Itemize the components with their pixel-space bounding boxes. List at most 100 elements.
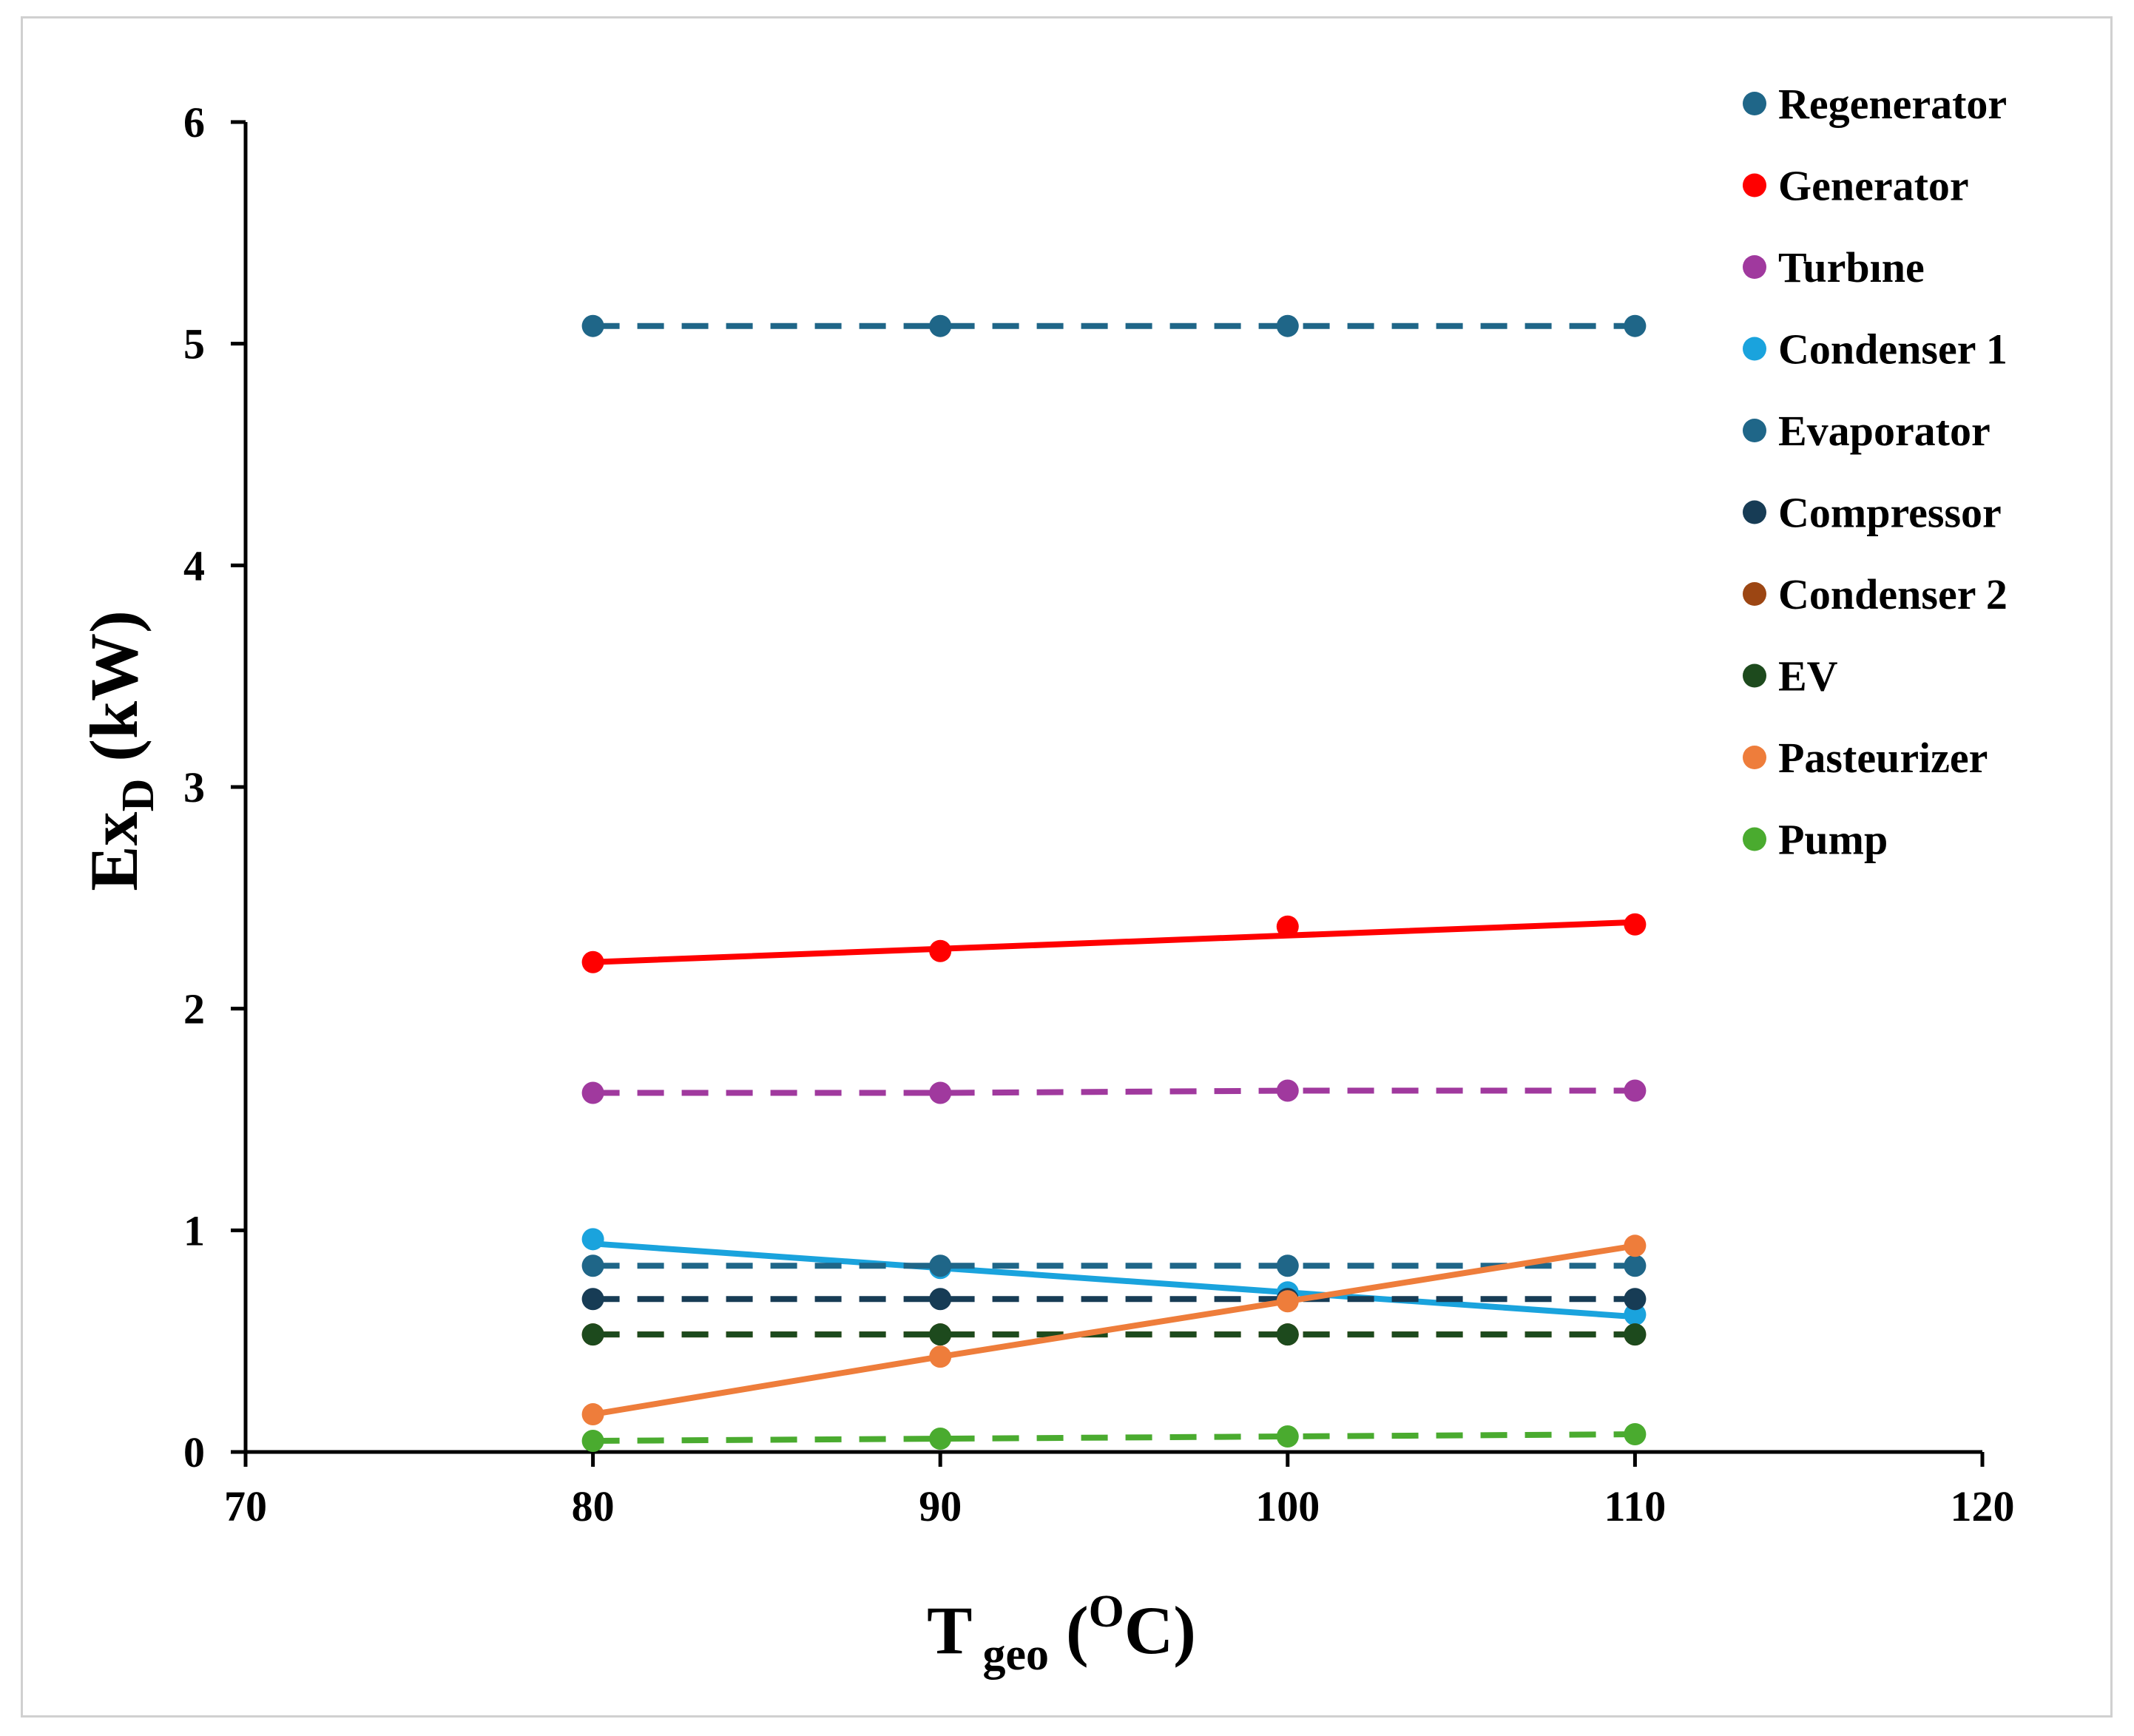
legend-item-evaporator: Evaporator	[1743, 407, 1991, 455]
legend-item-turb-ne: Turbıne	[1743, 243, 1925, 291]
legend-marker-condenser-2	[1743, 582, 1766, 606]
legend-item-compressor: Compressor	[1743, 489, 2002, 537]
series-layer	[581, 314, 1647, 1453]
data-point-regenerator	[929, 314, 952, 337]
y-tick-label: 1	[183, 1206, 205, 1254]
data-point-generator	[581, 950, 604, 973]
data-point-compressor	[1624, 1288, 1647, 1311]
x-tick-label: 70	[224, 1482, 267, 1530]
data-point-pasteurizer	[581, 1403, 604, 1426]
legend-label-condenser-2: Condenser 2	[1778, 570, 2008, 618]
x-axis-title-unit-sup: O	[1089, 1587, 1124, 1637]
data-point-ev	[1624, 1323, 1647, 1346]
y-tick-label: 2	[183, 985, 205, 1033]
legend-label-ev: EV	[1778, 652, 1838, 700]
data-point-turb-ne	[1624, 1079, 1647, 1102]
legend-label-turb-ne: Turbıne	[1778, 243, 1925, 291]
series-turb-ne	[581, 1079, 1647, 1104]
data-point-turb-ne	[581, 1081, 604, 1104]
data-point-pump	[929, 1428, 952, 1450]
legend-label-pump: Pump	[1778, 816, 1888, 864]
data-point-condenser-1	[581, 1228, 604, 1251]
data-point-condenser-1	[1624, 1303, 1647, 1326]
legend-label-condenser-1: Condenser 1	[1778, 325, 2008, 374]
x-tick-label: 110	[1604, 1482, 1666, 1530]
data-point-ev	[929, 1323, 952, 1346]
legend: Regenerator Generator Turbıne Condenser 1 Ev…	[1743, 80, 2008, 864]
legend-marker-turb-ne	[1743, 255, 1766, 279]
data-point-compressor	[581, 1288, 604, 1311]
series-generator	[581, 913, 1647, 973]
data-point-turb-ne	[929, 1081, 952, 1104]
data-point-pump	[581, 1430, 604, 1453]
x-tick-label: 80	[572, 1482, 615, 1530]
y-axis-title-sub: D	[113, 779, 163, 812]
data-point-ev	[581, 1323, 604, 1346]
legend-item-condenser-2: Condenser 2	[1743, 570, 2008, 618]
y-tick-label: 6	[183, 98, 205, 146]
x-axis-title-sub: geo	[982, 1629, 1049, 1680]
legend-item-pump: Pump	[1743, 816, 1888, 864]
series-evaporator	[581, 1254, 1647, 1277]
data-point-evaporator	[581, 1254, 604, 1277]
legend-marker-pasteurizer	[1743, 746, 1766, 769]
data-point-pump	[1624, 1423, 1647, 1446]
data-point-regenerator	[581, 314, 604, 337]
data-point-pasteurizer	[1276, 1290, 1299, 1313]
x-axis-title-unit-rest: C)	[1124, 1593, 1196, 1668]
data-point-generator	[929, 939, 952, 962]
data-point-pasteurizer	[929, 1345, 952, 1368]
data-point-turb-ne	[1276, 1079, 1299, 1102]
y-axis-title-main: Ex	[76, 811, 152, 891]
y-tick-label: 3	[183, 763, 205, 811]
legend-item-condenser-1: Condenser 1	[1743, 325, 2008, 374]
legend-label-generator: Generator	[1778, 162, 1969, 210]
legend-item-ev: EV	[1743, 652, 1838, 700]
x-tick-label: 100	[1255, 1482, 1320, 1530]
data-point-evaporator	[1276, 1254, 1299, 1277]
data-point-generator	[1624, 913, 1647, 936]
legend-marker-regenerator	[1743, 92, 1766, 115]
data-point-regenerator	[1276, 314, 1299, 337]
legend-marker-pump	[1743, 827, 1766, 851]
y-axis-title-unit: (kW)	[76, 610, 152, 778]
series-line-condenser-1	[592, 1240, 1635, 1320]
axes: 0 1 2 3 4 5 6 70 80 90 100 110 120	[183, 98, 2015, 1530]
legend-label-compressor: Compressor	[1778, 489, 2002, 537]
series-condenser-1	[581, 1228, 1647, 1326]
y-tick-label: 4	[183, 541, 205, 590]
chart-frame	[21, 16, 2113, 1718]
data-point-evaporator	[929, 1254, 952, 1277]
series-pump	[581, 1423, 1647, 1453]
series-line-pump	[592, 1431, 1635, 1445]
series-ev	[581, 1323, 1647, 1346]
series-pasteurizer	[581, 1235, 1647, 1426]
data-point-compressor	[929, 1288, 952, 1311]
series-regenerator	[581, 314, 1647, 337]
y-tick-label: 0	[183, 1428, 205, 1476]
data-point-pasteurizer	[1624, 1235, 1647, 1257]
y-axis-title: ExD (kW)	[76, 610, 163, 891]
series-line-turb-ne	[592, 1087, 1635, 1096]
legend-label-pasteurizer: Pasteurizer	[1778, 734, 1988, 782]
x-axis-title-unit-open: (	[1049, 1593, 1089, 1668]
legend-item-regenerator: Regenerator	[1743, 80, 2007, 128]
legend-marker-compressor	[1743, 500, 1766, 524]
x-tick-label: 90	[919, 1482, 962, 1530]
data-point-generator	[1276, 915, 1299, 938]
x-tick-label: 120	[1951, 1482, 2015, 1530]
data-point-evaporator	[1624, 1254, 1647, 1277]
y-tick-label: 5	[183, 320, 205, 368]
data-point-pump	[1276, 1425, 1299, 1448]
legend-marker-evaporator	[1743, 419, 1766, 442]
legend-marker-ev	[1743, 663, 1766, 688]
legend-label-regenerator: Regenerator	[1778, 80, 2007, 128]
legend-item-generator: Generator	[1743, 162, 1969, 210]
data-point-ev	[1276, 1323, 1299, 1346]
legend-label-evaporator: Evaporator	[1778, 407, 1991, 455]
legend-item-pasteurizer: Pasteurizer	[1743, 734, 1988, 782]
x-axis-title-main: T	[927, 1593, 972, 1668]
series-line-generator	[592, 919, 1635, 965]
